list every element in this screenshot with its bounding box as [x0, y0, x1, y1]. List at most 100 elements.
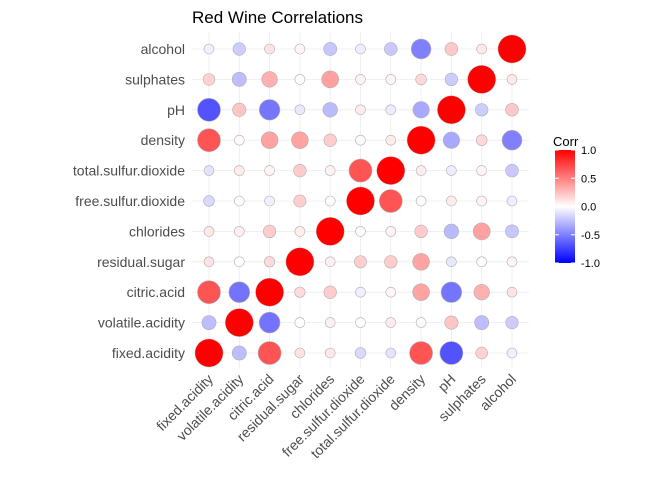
y-tick-label: sulphates [125, 71, 185, 87]
corr-circle-fixed.acidity-residual.sugar [203, 256, 215, 268]
corr-circle-residual.sugar-residual.sugar [285, 247, 315, 277]
corr-circle-citric.acid-volatile.acidity [258, 311, 281, 334]
corr-circle-citric.acid-total.sulfur.dioxide [264, 165, 275, 176]
corr-circle-sulphates-residual.sugar [476, 256, 488, 268]
corr-circle-residual.sugar-alcohol [294, 43, 306, 55]
corr-circle-pH-residual.sugar [446, 256, 457, 268]
corr-circle-total.sulfur.dioxide-volatile.acidity [385, 317, 397, 328]
legend-tick-label: 0.5 [581, 173, 596, 185]
corr-circle-fixed.acidity-total.sulfur.dioxide [203, 165, 215, 176]
corr-circle-pH-free.sulfur.dioxide [446, 195, 457, 207]
corr-circle-free.sulfur.dioxide-total.sulfur.dioxide [348, 158, 373, 183]
corr-circle-total.sulfur.dioxide-fixed.acidity [385, 347, 397, 359]
corr-circle-sulphates-alcohol [476, 43, 488, 55]
corr-circle-alcohol-chlorides [505, 224, 519, 239]
corr-circle-volatile.acidity-free.sulfur.dioxide [234, 195, 245, 207]
corr-circle-residual.sugar-density [291, 131, 309, 149]
corr-circle-free.sulfur.dioxide-chlorides [355, 226, 366, 237]
y-tick-label: total.sulfur.dioxide [73, 163, 185, 179]
corr-circle-total.sulfur.dioxide-sulphates [385, 74, 397, 85]
corr-circle-free.sulfur.dioxide-residual.sugar [354, 255, 367, 269]
corr-circle-citric.acid-chlorides [263, 224, 277, 238]
corr-circle-fixed.acidity-sulphates [202, 73, 216, 86]
corr-circle-residual.sugar-citric.acid [294, 286, 306, 298]
y-tick-label: residual.sugar [97, 254, 185, 270]
x-tick-label: pH [435, 371, 459, 395]
corr-circle-residual.sugar-pH [294, 104, 306, 116]
corr-circle-fixed.acidity-free.sulfur.dioxide [203, 195, 215, 207]
corr-circle-density-alcohol [410, 38, 432, 60]
correlation-circles [194, 34, 527, 368]
corr-circle-citric.acid-alcohol [264, 43, 275, 55]
corr-circle-citric.acid-free.sulfur.dioxide [264, 195, 275, 207]
chart-title: Red Wine Correlations [192, 8, 363, 27]
corr-circle-volatile.acidity-alcohol [232, 42, 246, 56]
corr-circle-total.sulfur.dioxide-pH [385, 104, 397, 116]
x-axis: fixed.acidityvolatile.aciditycitric.acid… [153, 371, 519, 462]
y-tick-label: free.sulfur.dioxide [75, 193, 185, 209]
legend-tick-label: -1.0 [581, 258, 600, 270]
corr-circle-chlorides-citric.acid [323, 285, 337, 299]
corr-circle-volatile.acidity-pH [232, 102, 247, 117]
corr-circle-alcohol-density [501, 130, 523, 151]
corr-circle-residual.sugar-free.sulfur.dioxide [293, 194, 307, 208]
y-tick-label: density [141, 132, 185, 148]
legend-tick-label: 0.0 [581, 202, 596, 214]
corr-circle-pH-volatile.acidity [444, 315, 459, 330]
y-tick-label: chlorides [129, 223, 185, 239]
corr-circle-density-citric.acid [412, 283, 430, 301]
corr-circle-residual.sugar-total.sulfur.dioxide [293, 164, 307, 178]
corr-circle-volatile.acidity-total.sulfur.dioxide [234, 165, 245, 176]
corr-circle-citric.acid-fixed.acidity [257, 341, 282, 365]
corr-circle-density-pH [412, 101, 430, 119]
corr-circle-sulphates-density [476, 134, 488, 146]
corr-circle-free.sulfur.dioxide-density [355, 134, 366, 146]
corr-circle-sulphates-chlorides [472, 222, 491, 241]
legend-title: Corr [553, 134, 579, 149]
corr-circle-pH-citric.acid [440, 281, 463, 303]
corr-circle-citric.acid-pH [259, 99, 281, 121]
corr-circle-citric.acid-residual.sugar [264, 256, 276, 268]
corr-circle-density-free.sulfur.dioxide [415, 195, 427, 207]
corr-circle-chlorides-residual.sugar [324, 256, 336, 268]
corr-circle-free.sulfur.dioxide-pH [355, 104, 366, 116]
corr-circle-fixed.acidity-density [197, 128, 221, 152]
corr-circle-chlorides-free.sulfur.dioxide [324, 195, 336, 207]
corr-circle-sulphates-total.sulfur.dioxide [476, 165, 488, 176]
corr-circle-sulphates-fixed.acidity [475, 346, 488, 360]
corr-circle-density-sulphates [415, 73, 427, 86]
corr-circle-residual.sugar-volatile.acidity [294, 317, 306, 328]
corr-circle-total.sulfur.dioxide-free.sulfur.dioxide [378, 189, 403, 213]
corr-circle-chlorides-alcohol [323, 42, 338, 56]
corr-circle-alcohol-volatile.acidity [505, 316, 519, 330]
corr-circle-pH-density [442, 131, 460, 149]
corr-circle-volatile.acidity-citric.acid [228, 281, 251, 303]
corr-circle-density-fixed.acidity [409, 341, 433, 365]
corr-circle-volatile.acidity-volatile.acidity [225, 308, 254, 337]
corr-circle-sulphates-pH [475, 103, 489, 117]
corr-circle-density-density [406, 125, 436, 155]
corr-circle-fixed.acidity-citric.acid [197, 280, 221, 305]
corr-circle-volatile.acidity-chlorides [234, 226, 245, 237]
corr-circle-total.sulfur.dioxide-residual.sugar [384, 255, 398, 269]
corr-circle-pH-chlorides [443, 223, 460, 239]
corr-circle-residual.sugar-chlorides [294, 226, 306, 237]
corr-circle-alcohol-residual.sugar [506, 256, 518, 268]
corr-circle-pH-sulphates [444, 72, 459, 86]
corr-circle-fixed.acidity-alcohol [203, 43, 215, 55]
corr-circle-density-total.sulfur.dioxide [415, 165, 427, 176]
corr-circle-alcohol-total.sulfur.dioxide [505, 163, 519, 178]
corr-circle-citric.acid-sulphates [261, 71, 278, 88]
corr-circle-volatile.acidity-density [234, 134, 245, 146]
corr-circle-density-chlorides [414, 224, 428, 238]
corr-circle-sulphates-sulphates [467, 65, 497, 94]
y-tick-label: alcohol [141, 41, 185, 57]
corr-circle-residual.sugar-sulphates [294, 74, 306, 85]
corr-circle-pH-total.sulfur.dioxide [446, 165, 457, 176]
corr-circle-total.sulfur.dioxide-density [385, 134, 397, 146]
corr-circle-volatile.acidity-fixed.acidity [231, 345, 247, 361]
corr-circle-citric.acid-citric.acid [255, 277, 284, 307]
corr-circle-fixed.acidity-fixed.acidity [194, 338, 224, 368]
corr-circle-density-volatile.acidity [415, 317, 427, 328]
